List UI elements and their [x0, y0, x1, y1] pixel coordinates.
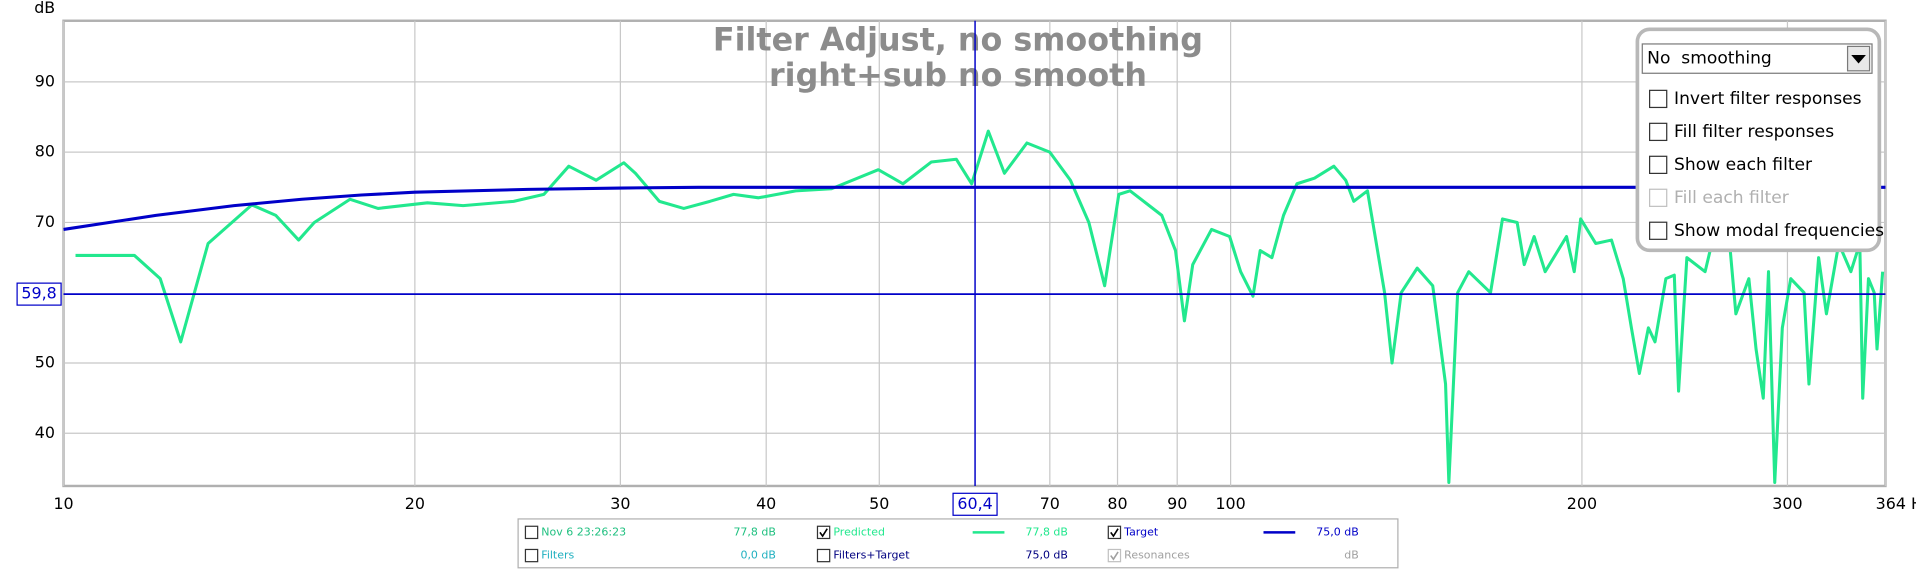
check-mark [819, 528, 828, 538]
checkbox[interactable] [816, 525, 831, 540]
checkbox[interactable] [816, 548, 831, 563]
dropdown-value: No smoothing [1647, 49, 1772, 69]
y-axis-label: dB [34, 0, 55, 17]
checkbox[interactable] [1107, 525, 1122, 540]
option-label: Fill each filter [1674, 188, 1790, 208]
checkbox [1107, 548, 1122, 563]
option-label: Show each filter [1674, 155, 1813, 175]
x-tick-label: 80 [1107, 494, 1127, 513]
series-line [75, 129, 1885, 484]
legend-value: 0,0 dB [740, 549, 775, 562]
series-line [63, 185, 1886, 231]
legend-label: Filters [541, 549, 574, 562]
y-tick-label: 50 [35, 352, 55, 371]
legend-label: Predicted [833, 525, 885, 538]
legend-label: Resonances [1124, 549, 1190, 562]
legend-label: Filters+Target [833, 549, 910, 562]
x-tick-label: 364 Hz [1876, 494, 1916, 513]
checkbox[interactable] [1649, 122, 1668, 142]
check-mark [1110, 551, 1119, 561]
checkbox[interactable] [524, 525, 539, 540]
options-panel [1635, 27, 1882, 253]
legend-value: 77,8 dB [733, 525, 775, 538]
x-tick-label: 300 [1772, 494, 1802, 513]
legend-label: Target [1123, 525, 1159, 538]
x-tick-label: 70 [1040, 494, 1060, 513]
x-tick-label: 30 [610, 494, 630, 513]
legend-value: 75,0 dB [1025, 549, 1067, 562]
chart-subtitle: right+sub no smooth [769, 58, 1147, 94]
legend-table [517, 518, 1399, 569]
legend-value: 75,0 dB [1316, 525, 1358, 538]
x-tick-label: 10 [53, 494, 73, 513]
x-tick-label: 100 [1215, 494, 1245, 513]
x-tick-label: 50 [869, 494, 889, 513]
checkbox[interactable] [1649, 89, 1668, 109]
option-label: Fill filter responses [1674, 122, 1834, 142]
checkbox [1649, 188, 1668, 207]
smoothing-dropdown[interactable] [1641, 43, 1873, 74]
option-label: Invert filter responses [1674, 89, 1862, 109]
y-tick-label: 90 [35, 71, 55, 90]
y-tick-label: 80 [35, 142, 55, 161]
legend-value: 77,8 dB [1025, 525, 1067, 538]
y-tick-label: 70 [35, 212, 55, 231]
cursor-x-box [952, 492, 998, 516]
checkbox[interactable] [1649, 221, 1668, 240]
option-label: Show modal frequencies [1674, 221, 1884, 241]
check-mark [1110, 528, 1119, 538]
x-tick-label: 200 [1567, 494, 1597, 513]
chart-title: Filter Adjust, no smoothing [713, 23, 1203, 59]
x-tick-label: 20 [405, 494, 425, 513]
cursor-y-box [16, 282, 62, 306]
x-tick-label: 40 [756, 494, 776, 513]
y-tick-label: 40 [35, 423, 55, 442]
dropdown-arrow [1851, 54, 1866, 64]
checkbox[interactable] [1649, 155, 1668, 174]
cursor-y-label: 59,8 [21, 284, 56, 303]
checkbox[interactable] [524, 548, 539, 563]
legend-value: dB [1344, 549, 1359, 562]
legend-label: Nov 6 23:26:23 [541, 525, 626, 538]
cursor-x-label: 60,4 [957, 494, 992, 513]
x-tick-label: 90 [1167, 494, 1187, 513]
